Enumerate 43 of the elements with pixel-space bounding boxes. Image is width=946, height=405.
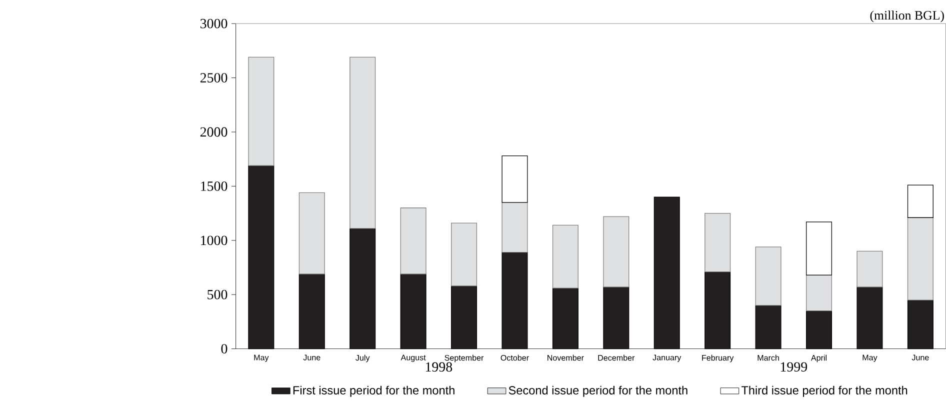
text: 1999 [780,362,808,372]
y-tick-label: 1500 [201,182,228,191]
bar [298,192,325,274]
x-tick-label: December [598,354,635,361]
bar [400,208,426,274]
y-tick-label: 3000 [200,18,228,28]
y-tick-label: 2000 [200,127,228,137]
x-tick-label: August [400,354,426,362]
bar [248,56,274,166]
bar [603,216,630,288]
bar [806,274,832,312]
bar [502,156,528,203]
text: 1998 [426,362,452,372]
bar [704,213,731,272]
y-tick-label: 0 [221,344,228,354]
bar [350,56,376,229]
y-tick-label: 1000 [201,236,228,246]
x-tick-label: June [912,354,929,360]
legend-label: Third issue period for the month [741,386,908,397]
bar [552,224,578,288]
x-tick-label: June [303,354,320,360]
x-tick-label: April [810,354,827,362]
x-tick-label: January [652,354,682,362]
bar [907,184,934,218]
legend-label: Second issue period for the month [508,386,688,397]
bar [502,202,528,253]
y-tick-label: 500 [208,290,228,300]
y-tick-label: 2500 [200,73,228,83]
x-tick-label: May [254,354,269,362]
x-tick-label: February [702,354,734,362]
legend-label: First issue period for the month [293,386,454,397]
x-tick-label: May [862,354,878,362]
bar [907,217,934,300]
y-axis-title: (million BGL) [870,10,944,22]
x-tick-label: July [356,354,370,362]
bar [806,222,832,276]
x-tick-label: March [758,354,779,361]
x-tick-label: November [548,354,584,361]
x-tick-label: October [500,354,529,361]
x-tick-label: September [444,354,484,362]
bar [451,222,478,286]
bar [856,250,883,288]
bar [755,246,782,306]
